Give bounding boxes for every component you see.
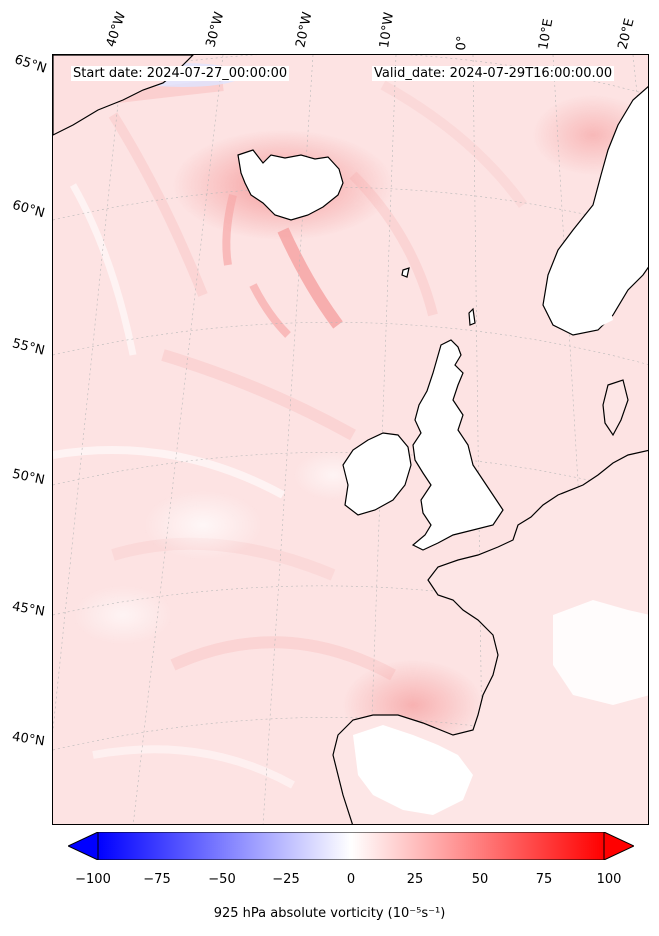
lon-label-40w: 40°W bbox=[103, 10, 130, 49]
lon-label-0: 0° bbox=[454, 35, 471, 51]
lat-label-40n: 40°N bbox=[11, 729, 46, 750]
europe-coastline bbox=[332, 449, 648, 824]
iberia-land bbox=[353, 725, 473, 815]
colorbar-tick: −50 bbox=[208, 872, 236, 887]
colorbar-tick: −25 bbox=[272, 872, 300, 887]
colorbar-low-extend bbox=[68, 832, 99, 860]
colorbar-tick: 100 bbox=[596, 872, 622, 887]
map-panel bbox=[52, 54, 649, 825]
lat-label-45n: 45°N bbox=[10, 599, 46, 620]
colorbar bbox=[68, 832, 634, 860]
colorbar-tick: 50 bbox=[471, 872, 489, 887]
lon-label-10e: 10°E bbox=[536, 17, 557, 52]
colorbar-title: 925 hPa absolute vorticity (10⁻⁵s⁻¹) bbox=[213, 906, 446, 921]
lon-label-20e: 20°E bbox=[615, 17, 638, 51]
norway-coastline bbox=[542, 85, 648, 336]
ireland-coastline bbox=[342, 432, 412, 516]
denmark-coastline bbox=[602, 379, 629, 437]
colorbar-high-extend bbox=[603, 832, 634, 860]
lat-label-60n: 60°N bbox=[10, 197, 47, 222]
start-date-label: Start date: 2024-07-27_00:00:00 bbox=[71, 66, 290, 81]
lat-label-55n: 55°N bbox=[10, 336, 47, 359]
great-britain-coastline bbox=[411, 339, 504, 551]
lat-label-65n: 65°N bbox=[12, 52, 49, 77]
colorbar-tick: −75 bbox=[143, 872, 171, 887]
colorbar-tick: 0 bbox=[346, 872, 356, 887]
lon-label-20w: 20°W bbox=[293, 10, 316, 49]
lat-label-50n: 50°N bbox=[10, 466, 46, 489]
vorticity-map bbox=[53, 55, 648, 824]
colorbar-tick: −100 bbox=[75, 872, 111, 887]
valid-date-label: Valid_date: 2024-07-29T16:00:00.00 bbox=[372, 66, 615, 81]
colorbar-tick: 75 bbox=[535, 872, 553, 887]
colorbar-tick: 25 bbox=[406, 872, 424, 887]
iceland-coastline bbox=[237, 149, 344, 221]
colorbar-gradient bbox=[97, 832, 605, 860]
lon-label-30w: 30°W bbox=[203, 10, 228, 49]
vorticity-band-south-iceland bbox=[277, 227, 343, 329]
lon-label-10w: 10°W bbox=[377, 11, 397, 49]
